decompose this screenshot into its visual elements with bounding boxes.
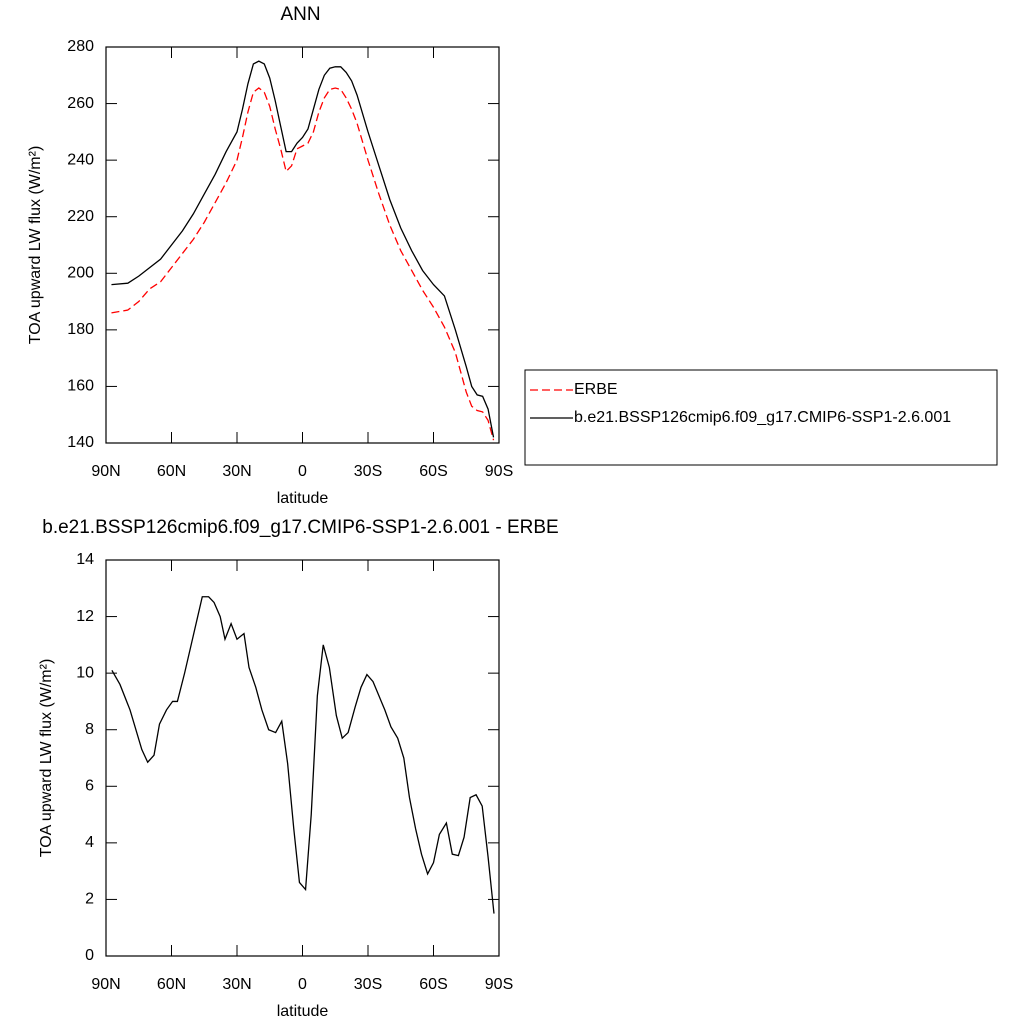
legend-label: ERBE (574, 381, 618, 398)
y-tick-label: 200 (67, 265, 94, 282)
x-tick-label: 60S (419, 976, 447, 993)
y-tick-label: 0 (85, 947, 94, 964)
x-tick-label: 60N (157, 463, 186, 480)
plot-frame (105, 46, 500, 444)
plot-frame (105, 559, 500, 957)
data-line (111, 60, 495, 438)
x-tick-label: 90N (91, 463, 120, 480)
x-tick-label: 60N (157, 976, 186, 993)
x-axis-label: latitude (277, 1003, 329, 1020)
chart-title: ANN (280, 4, 320, 25)
y-axis-label: TOA upward LW flux (W/m²) (38, 659, 55, 858)
x-tick-label: 90S (485, 463, 513, 480)
y-tick-label: 12 (76, 608, 94, 625)
x-tick-label: 0 (298, 976, 307, 993)
y-tick-label: 4 (85, 834, 94, 851)
y-axis-label: TOA upward LW flux (W/m²) (27, 146, 44, 345)
x-tick-label: 90N (91, 976, 120, 993)
y-tick-label: 280 (67, 38, 94, 55)
chart-title: b.e21.BSSP126cmip6.f09_g17.CMIP6-SSP1-2.… (42, 517, 558, 538)
y-tick-label: 220 (67, 208, 94, 225)
legend-label: b.e21.BSSP126cmip6.f09_g17.CMIP6-SSP1-2.… (574, 409, 951, 426)
y-tick-label: 14 (76, 551, 94, 568)
x-tick-label: 60S (419, 463, 447, 480)
legend-box (524, 369, 998, 466)
x-tick-label: 30S (354, 463, 382, 480)
y-tick-label: 180 (67, 321, 94, 338)
x-tick-label: 90S (485, 976, 513, 993)
y-tick-label: 160 (67, 378, 94, 395)
x-tick-label: 30S (354, 976, 382, 993)
data-line (111, 596, 495, 914)
x-tick-label: 30N (222, 976, 251, 993)
y-tick-label: 260 (67, 95, 94, 112)
data-line (111, 87, 495, 441)
x-tick-label: 30N (222, 463, 251, 480)
y-tick-label: 2 (85, 891, 94, 908)
x-tick-label: 0 (298, 463, 307, 480)
y-tick-label: 8 (85, 721, 94, 738)
x-axis-label: latitude (277, 490, 329, 507)
y-tick-label: 10 (76, 664, 94, 681)
y-tick-label: 140 (67, 434, 94, 451)
y-tick-label: 240 (67, 151, 94, 168)
y-tick-label: 6 (85, 778, 94, 795)
